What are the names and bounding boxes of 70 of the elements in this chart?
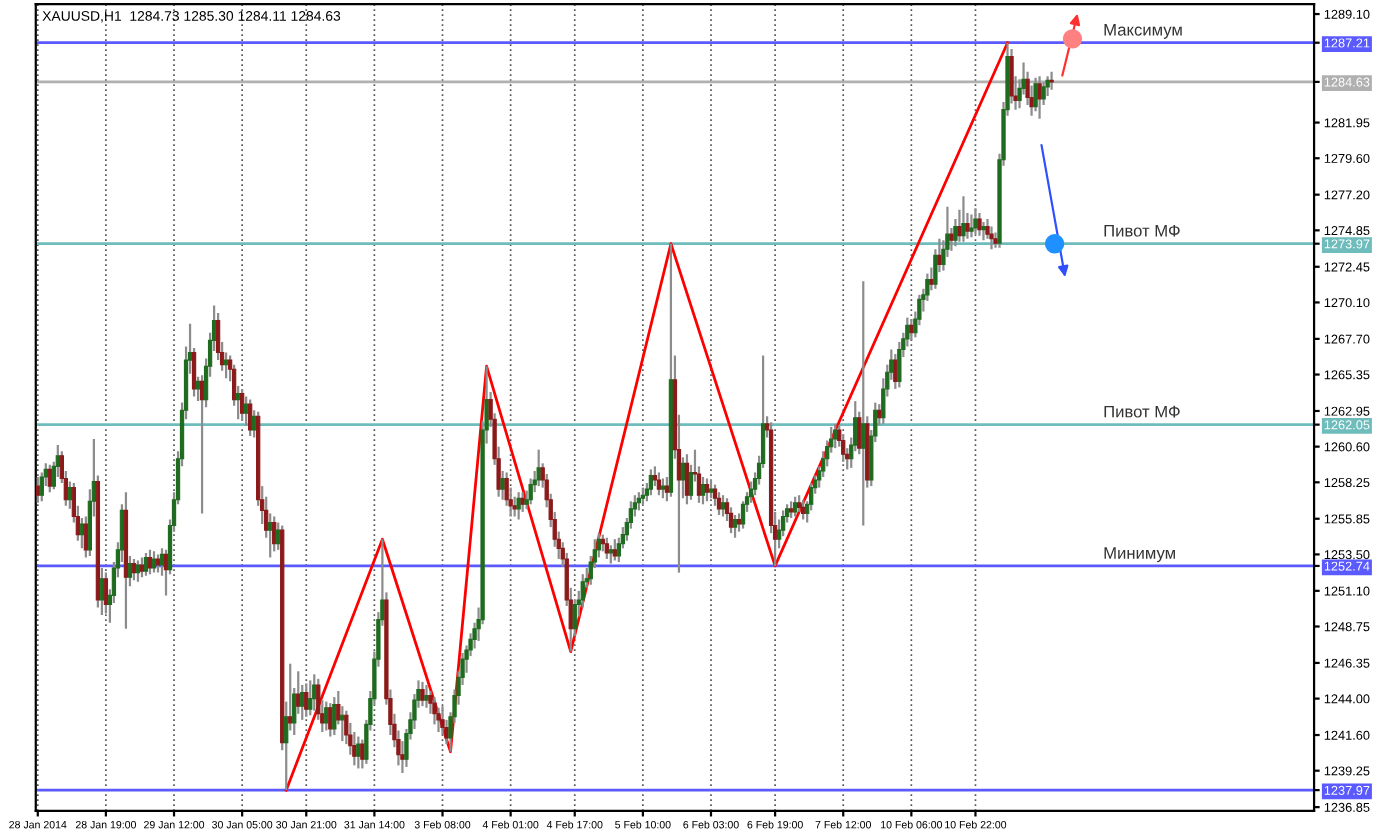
- candlestick: [147, 548, 153, 576]
- candlestick: [648, 468, 654, 497]
- candlestick: [748, 480, 754, 504]
- candlestick: [981, 220, 986, 242]
- candlestick: [656, 471, 662, 497]
- candlestick: [861, 280, 866, 527]
- candlestick: [660, 477, 666, 500]
- candlestick: [1049, 70, 1054, 91]
- candlestick: [139, 556, 145, 579]
- candlestick: [356, 735, 361, 770]
- candlestick: [989, 225, 994, 251]
- candlestick: [103, 571, 109, 615]
- candlestick: [961, 195, 966, 243]
- candlestick: [239, 387, 245, 422]
- ref-line-label: Минимум: [1104, 547, 1175, 563]
- candlestick: [728, 506, 734, 535]
- candlestick: [897, 340, 902, 389]
- candlestick: [332, 695, 337, 737]
- candlestick: [969, 213, 974, 239]
- candlestick: [155, 553, 161, 574]
- candlestick: [652, 465, 658, 488]
- candlestick: [352, 730, 357, 767]
- candlestick: [732, 513, 738, 539]
- candlestick: [440, 705, 445, 737]
- candlestick: [424, 683, 429, 709]
- candlestick: [684, 453, 690, 506]
- candlestick: [420, 680, 425, 708]
- candlestick: [740, 500, 746, 530]
- candlestick: [612, 538, 617, 562]
- candlestick: [47, 463, 52, 494]
- candlestick: [704, 477, 710, 503]
- candlestick: [608, 544, 613, 565]
- candlestick: [39, 471, 44, 503]
- candlestick: [248, 398, 253, 438]
- candlestick: [35, 475, 40, 504]
- candlestick: [580, 573, 585, 609]
- candlestick: [516, 491, 521, 521]
- candlestick: [536, 448, 541, 488]
- candlestick: [1045, 75, 1050, 98]
- candlestick: [312, 673, 317, 712]
- candlestick: [151, 550, 157, 574]
- candlestick: [528, 477, 533, 506]
- candlestick: [512, 495, 517, 518]
- candlestick: [1037, 75, 1042, 120]
- candlestick: [604, 536, 609, 561]
- candlestick: [708, 478, 714, 500]
- ref-line-label: Пивот МФ: [1104, 405, 1180, 418]
- candlestick: [432, 695, 437, 726]
- candlestick: [833, 422, 838, 450]
- candlestick: [841, 433, 846, 463]
- ref-line-label: Пивот МФ: [1104, 224, 1180, 237]
- candlestick: [272, 515, 277, 553]
- candlestick: [304, 682, 309, 718]
- candlestick: [324, 700, 329, 732]
- candlestick: [308, 679, 313, 717]
- candlestick: [716, 491, 722, 517]
- line-series: [284, 41, 1009, 792]
- candlestick: [801, 498, 806, 521]
- candlestick: [131, 557, 137, 582]
- candlestick: [143, 551, 149, 577]
- candlestick: [1033, 76, 1038, 113]
- candlestick: [520, 491, 525, 514]
- candlestick: [953, 217, 958, 248]
- candlestick: [973, 207, 978, 236]
- candlestick: [135, 559, 141, 583]
- candlestick: [977, 211, 982, 237]
- ref-line-label: Максимум: [1104, 24, 1182, 39]
- candlestick: [712, 483, 718, 507]
- candlestick: [720, 494, 726, 518]
- candlestick: [328, 702, 333, 738]
